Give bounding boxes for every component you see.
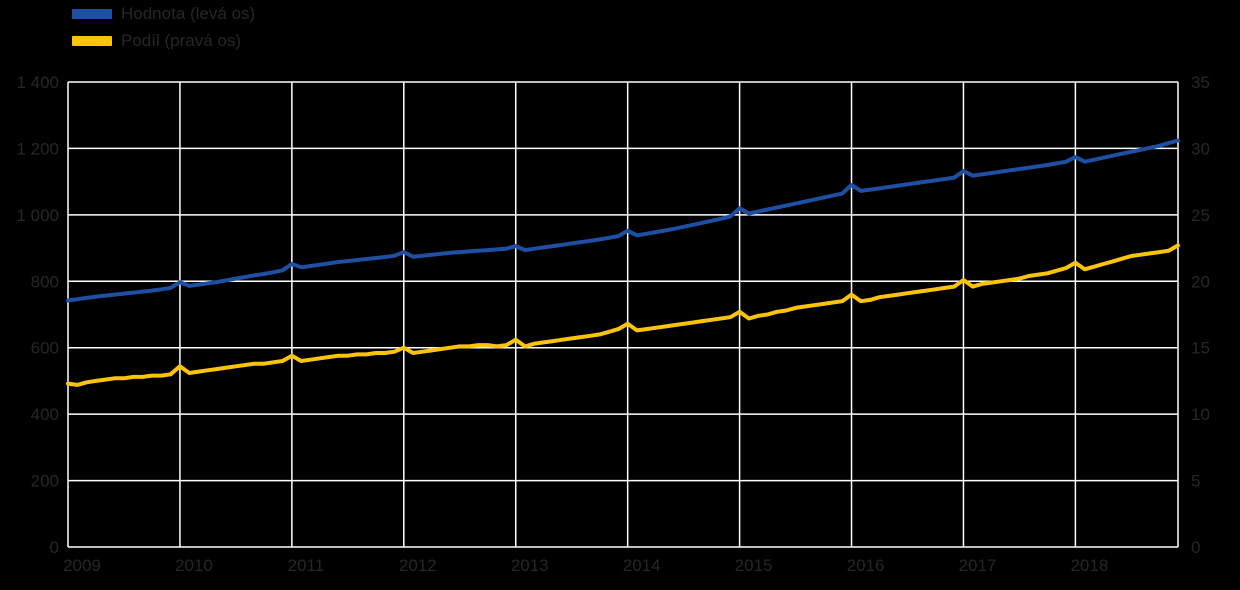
legend-item-share[interactable]: Podíl (pravá os) bbox=[72, 31, 255, 51]
x-axis-tick-label: 2016 bbox=[847, 556, 885, 575]
series-line-right bbox=[66, 243, 1180, 387]
legend-item-value[interactable]: Hodnota (levá os) bbox=[72, 4, 255, 24]
legend-swatch-yellow bbox=[72, 36, 112, 46]
x-axis-tick-label: 2011 bbox=[288, 556, 325, 575]
left-axis-tick-label: 0 bbox=[50, 538, 59, 557]
right-axis-tick-label: 30 bbox=[1191, 139, 1210, 158]
left-axis-tick-label: 600 bbox=[31, 339, 59, 358]
right-axis-tick-label: 10 bbox=[1191, 405, 1210, 424]
right-axis-tick-label: 20 bbox=[1191, 272, 1210, 291]
right-axis-tick-label: 5 bbox=[1191, 472, 1200, 491]
left-axis-tick-label: 400 bbox=[31, 405, 59, 424]
x-axis-tick-label: 2012 bbox=[399, 556, 437, 575]
legend-label-share: Podíl (pravá os) bbox=[121, 31, 241, 50]
x-axis-tick-label: 2015 bbox=[735, 556, 773, 575]
legend: Hodnota (levá os) Podíl (pravá os) bbox=[72, 4, 255, 51]
x-axis-tick-label: 2014 bbox=[623, 556, 661, 575]
x-axis-tick-label: 2013 bbox=[511, 556, 549, 575]
series-line-left bbox=[66, 138, 1180, 303]
right-axis-tick-label: 0 bbox=[1191, 538, 1200, 557]
legend-swatch-blue bbox=[72, 9, 112, 19]
left-axis-tick-label: 1 400 bbox=[16, 73, 59, 92]
x-axis-tick-label: 2009 bbox=[63, 556, 101, 575]
x-axis-tick-label: 2010 bbox=[175, 556, 213, 575]
left-axis-tick-label: 1 200 bbox=[16, 139, 59, 158]
left-axis-tick-label: 800 bbox=[31, 272, 59, 291]
x-axis-tick-label: 2018 bbox=[1070, 556, 1108, 575]
right-axis-tick-label: 35 bbox=[1191, 73, 1210, 92]
left-axis-tick-label: 1 000 bbox=[16, 206, 59, 225]
right-axis-tick-label: 25 bbox=[1191, 206, 1210, 225]
x-axis-tick-label: 2017 bbox=[959, 556, 997, 575]
right-axis-tick-label: 15 bbox=[1191, 339, 1210, 358]
legend-label-value: Hodnota (levá os) bbox=[121, 4, 256, 23]
left-axis-tick-label: 200 bbox=[31, 472, 59, 491]
